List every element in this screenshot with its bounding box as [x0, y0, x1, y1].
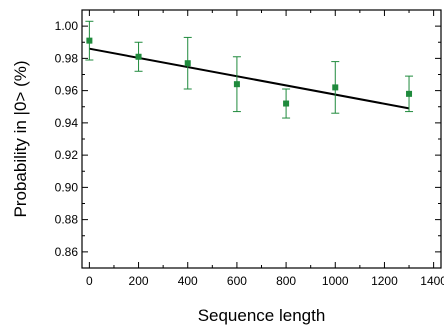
x-axis: 0 200 400 600 800 1000 1200 1400 — [86, 10, 444, 288]
y-axis: 0.86 0.88 0.90 0.92 0.94 0.96 0.98 1.00 — [55, 19, 441, 259]
y-tick-label: 0.88 — [55, 213, 79, 227]
data-point — [332, 84, 339, 91]
data-point — [86, 37, 93, 44]
x-tick-label: 200 — [129, 274, 149, 288]
x-axis-title: Sequence length — [198, 306, 326, 325]
data-points-layer — [85, 20, 414, 119]
x-tick-label: 1400 — [420, 274, 444, 288]
y-tick-label: 0.92 — [55, 148, 79, 162]
plot-frame — [81, 9, 442, 269]
data-point — [233, 81, 240, 88]
fit-line — [89, 47, 410, 110]
plot-border — [81, 9, 442, 269]
x-tick-label: 800 — [276, 274, 296, 288]
data-point — [406, 90, 413, 97]
data-point — [135, 53, 142, 60]
y-tick-label: 0.86 — [55, 245, 79, 259]
x-tick-label: 0 — [86, 274, 93, 288]
fit-line-layer — [89, 47, 410, 110]
y-tick-label: 0.94 — [55, 116, 79, 130]
y-axis-title: Probability in |0> (%) — [11, 60, 30, 217]
data-point — [184, 60, 191, 67]
x-tick-label: 600 — [227, 274, 247, 288]
x-tick-label: 1000 — [322, 274, 349, 288]
y-tick-label: 1.00 — [55, 19, 79, 33]
y-tick-label: 0.98 — [55, 51, 79, 65]
x-tick-label: 1200 — [371, 274, 398, 288]
y-tick-label: 0.96 — [55, 84, 79, 98]
x-tick-label: 400 — [178, 274, 198, 288]
data-point — [283, 100, 290, 107]
y-tick-label: 0.90 — [55, 180, 79, 194]
